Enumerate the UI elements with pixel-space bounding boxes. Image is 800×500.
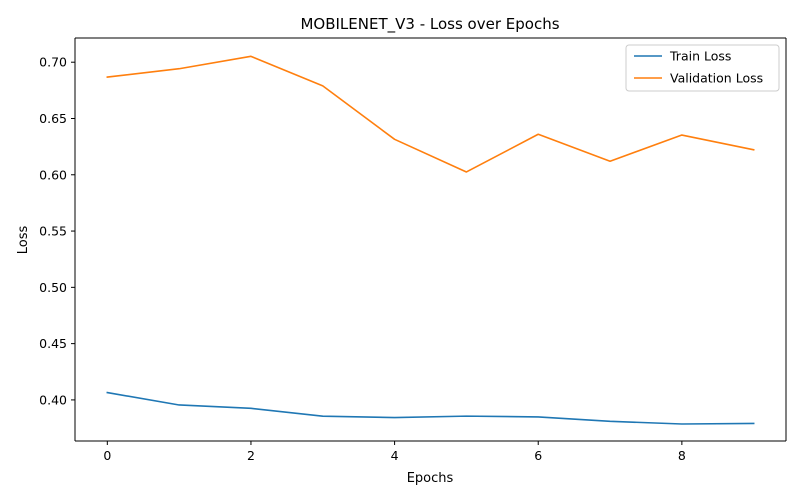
- plot-area: [75, 38, 786, 441]
- y-tick-label: 0.40: [39, 392, 67, 407]
- x-tick-label: 0: [103, 448, 111, 463]
- y-tick-label: 0.65: [39, 111, 67, 126]
- legend-label-validation-loss: Validation Loss: [670, 71, 763, 86]
- x-tick-label: 4: [391, 448, 399, 463]
- x-axis-ticks: 0 2 4 6 8: [103, 441, 686, 463]
- y-tick-label: 0.50: [39, 280, 67, 295]
- series-line-train-loss: [106, 391, 755, 425]
- y-tick-label: 0.70: [39, 55, 67, 70]
- legend-label-train-loss: Train Loss: [669, 49, 731, 64]
- axes-frame: [74, 37, 787, 442]
- y-tick-label: 0.55: [39, 224, 67, 239]
- chart-title: MOBILENET_V3 - Loss over Epochs: [300, 15, 559, 34]
- legend-box: [625, 44, 780, 92]
- x-tick-label: 6: [534, 448, 542, 463]
- legend: Train Loss Validation Loss: [625, 44, 780, 92]
- x-axis-label: Epochs: [407, 471, 454, 486]
- y-axis-ticks: 0.40 0.45 0.50 0.55 0.60 0.65 0.70: [39, 55, 75, 407]
- y-tick-label: 0.60: [39, 167, 67, 182]
- y-tick-label: 0.45: [39, 336, 67, 351]
- series-line-validation-loss: [106, 55, 755, 173]
- x-tick-label: 8: [678, 448, 686, 463]
- series-layer: [106, 55, 755, 425]
- y-axis-label: Loss: [16, 226, 31, 255]
- x-tick-label: 2: [247, 448, 255, 463]
